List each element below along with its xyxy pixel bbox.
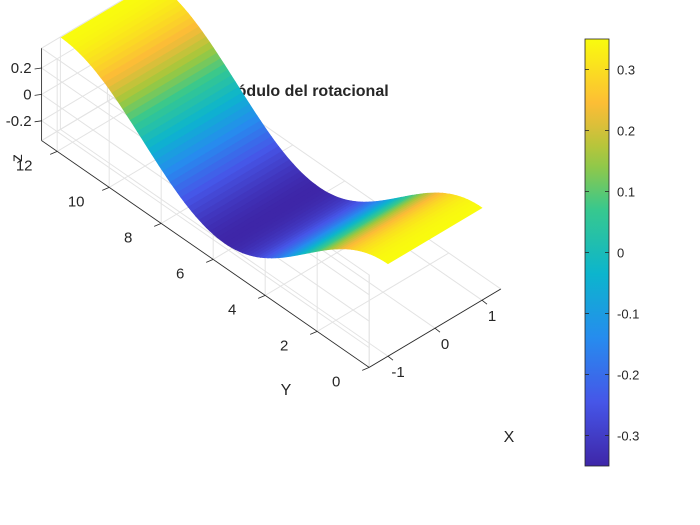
y-tick-label: 12: [16, 157, 33, 174]
colorbar-tick-label: -0.1: [617, 307, 639, 322]
z-axis-label: z: [9, 154, 26, 162]
y-tick-mark: [206, 259, 214, 263]
y-axis-label: Y: [281, 382, 292, 399]
z-tick-mark: [34, 120, 42, 123]
y-tick-mark: [310, 331, 318, 335]
x-tick-mark: [434, 327, 441, 333]
grid-line-x-0: [59, 37, 389, 357]
x-tick-label: -1: [391, 364, 404, 381]
y-tick-mark: [154, 223, 162, 227]
z-tick-mark: [34, 67, 42, 70]
y-axis-line: [41, 140, 370, 368]
colorbar-tick-label: 0.1: [617, 185, 635, 200]
chart-title: Módulo del rotacional: [223, 83, 388, 100]
y-tick-mark: [258, 295, 266, 299]
colorbar-tick-label: 0.3: [617, 63, 635, 78]
surface-strip: [383, 205, 483, 265]
y-tick-label: 6: [176, 265, 184, 282]
z-tick-label: -0.2: [6, 113, 32, 130]
z-tick-mark: [34, 94, 42, 96]
x-tick-mark: [387, 355, 394, 361]
y-tick-mark: [362, 367, 370, 371]
y-tick-label: 4: [228, 301, 236, 318]
y-tick-label: 2: [280, 337, 288, 354]
y-tick-label: 0: [332, 373, 340, 390]
y-tick-label: 10: [68, 193, 85, 210]
z-tick-label: 0: [23, 86, 31, 103]
z-tick-label: 0.2: [11, 60, 32, 77]
x-axis-label: X: [504, 429, 515, 446]
surface-plot: [60, 0, 483, 265]
colorbar-tick-label: 0: [617, 246, 624, 261]
y-tick-label: 8: [124, 229, 132, 246]
x-tick-mark: [481, 299, 488, 305]
colorbar: 0.3 0.2 0.1 0 -0.1 -0.2 -0.3: [584, 38, 639, 467]
colorbar-tick-label: 0.2: [617, 124, 635, 139]
colorbar-tick-label: -0.3: [617, 429, 639, 444]
y-tick-mark: [50, 151, 58, 155]
y-tick-mark: [102, 187, 110, 191]
x-tick-label: 1: [488, 308, 496, 325]
colorbar-tick-label: -0.2: [617, 368, 639, 383]
x-tick-label: 0: [441, 336, 449, 353]
